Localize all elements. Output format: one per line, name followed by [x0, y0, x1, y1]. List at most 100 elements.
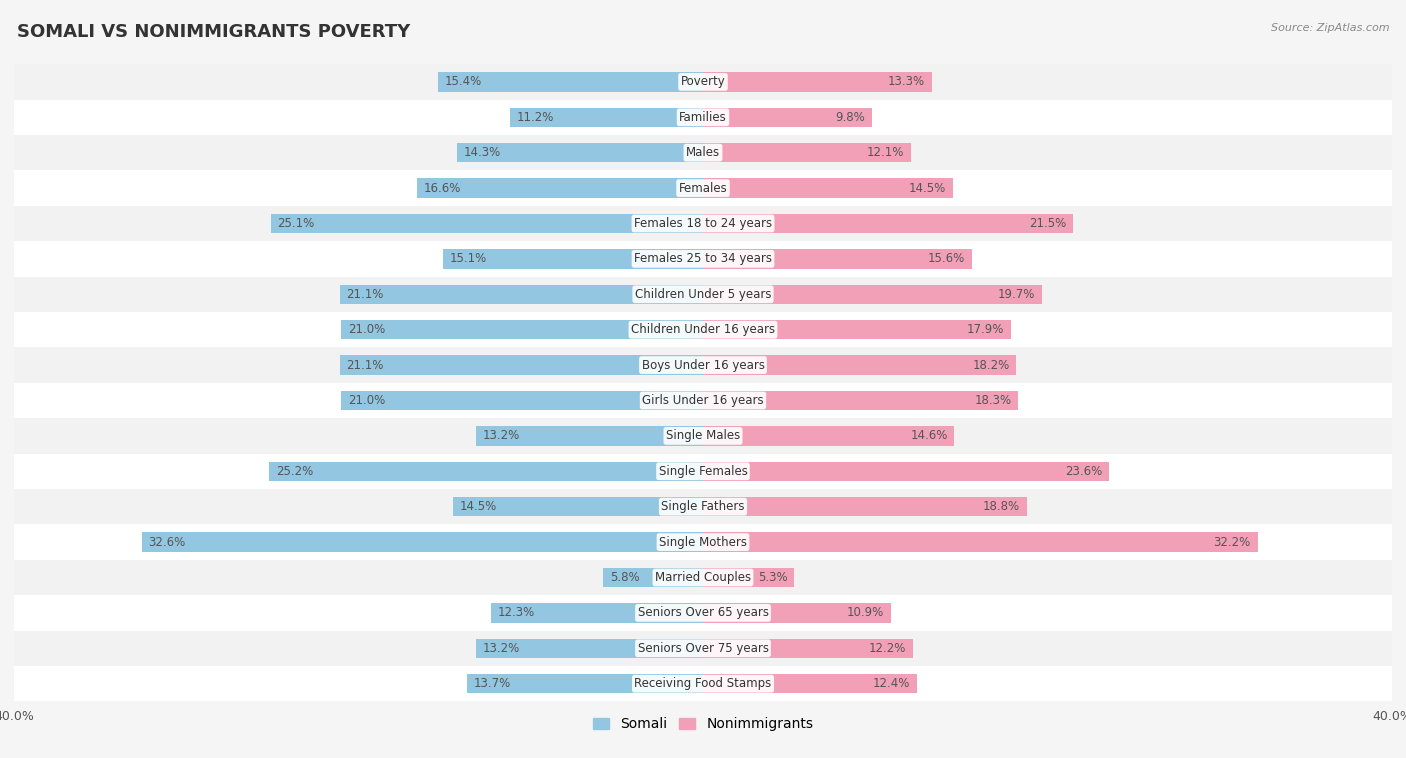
Text: Receiving Food Stamps: Receiving Food Stamps	[634, 677, 772, 691]
Bar	[703, 532, 1257, 552]
Bar	[14, 383, 1392, 418]
Text: 19.7%: 19.7%	[998, 288, 1035, 301]
Text: 13.3%: 13.3%	[889, 75, 925, 89]
Text: Single Males: Single Males	[666, 429, 740, 443]
Bar	[14, 312, 1392, 347]
Bar	[703, 214, 1073, 233]
Text: 25.1%: 25.1%	[277, 217, 315, 230]
Bar	[14, 418, 1392, 453]
Bar	[340, 284, 703, 304]
Text: 18.2%: 18.2%	[973, 359, 1010, 371]
Text: 12.4%: 12.4%	[872, 677, 910, 691]
Text: Poverty: Poverty	[681, 75, 725, 89]
Text: 15.4%: 15.4%	[444, 75, 482, 89]
Text: 16.6%: 16.6%	[425, 182, 461, 195]
Text: SOMALI VS NONIMMIGRANTS POVERTY: SOMALI VS NONIMMIGRANTS POVERTY	[17, 23, 411, 41]
Bar	[14, 631, 1392, 666]
Text: 12.1%: 12.1%	[868, 146, 904, 159]
Text: Single Mothers: Single Mothers	[659, 536, 747, 549]
Bar	[14, 489, 1392, 525]
Text: Single Females: Single Females	[658, 465, 748, 478]
Bar	[14, 453, 1392, 489]
Text: Females: Females	[679, 182, 727, 195]
Bar	[14, 205, 1392, 241]
Bar	[703, 674, 917, 694]
Bar	[510, 108, 703, 127]
Text: 12.3%: 12.3%	[498, 606, 536, 619]
Bar	[467, 674, 703, 694]
Text: 5.3%: 5.3%	[758, 571, 787, 584]
Text: 14.6%: 14.6%	[910, 429, 948, 443]
Text: 21.0%: 21.0%	[349, 394, 385, 407]
Bar	[418, 178, 703, 198]
Bar	[703, 72, 932, 92]
Bar	[703, 603, 891, 622]
Bar	[271, 214, 703, 233]
Bar	[491, 603, 703, 622]
Bar	[703, 178, 953, 198]
Text: 9.8%: 9.8%	[835, 111, 865, 124]
Text: Seniors Over 75 years: Seniors Over 75 years	[637, 642, 769, 655]
Bar	[475, 638, 703, 658]
Bar	[14, 560, 1392, 595]
Text: Married Couples: Married Couples	[655, 571, 751, 584]
Text: 13.7%: 13.7%	[474, 677, 512, 691]
Text: Children Under 16 years: Children Under 16 years	[631, 323, 775, 337]
Bar	[437, 72, 703, 92]
Bar	[14, 99, 1392, 135]
Text: 21.1%: 21.1%	[346, 288, 384, 301]
Text: Boys Under 16 years: Boys Under 16 years	[641, 359, 765, 371]
Bar	[14, 277, 1392, 312]
Text: 32.2%: 32.2%	[1213, 536, 1251, 549]
Text: 5.8%: 5.8%	[610, 571, 640, 584]
Bar	[269, 462, 703, 481]
Text: Males: Males	[686, 146, 720, 159]
Legend: Somali, Nonimmigrants: Somali, Nonimmigrants	[588, 712, 818, 737]
Text: Children Under 5 years: Children Under 5 years	[634, 288, 772, 301]
Bar	[703, 356, 1017, 374]
Text: Single Fathers: Single Fathers	[661, 500, 745, 513]
Bar	[703, 249, 972, 268]
Text: 21.5%: 21.5%	[1029, 217, 1066, 230]
Text: 15.6%: 15.6%	[928, 252, 965, 265]
Bar	[703, 320, 1011, 340]
Text: 32.6%: 32.6%	[149, 536, 186, 549]
Text: Females 25 to 34 years: Females 25 to 34 years	[634, 252, 772, 265]
Text: Source: ZipAtlas.com: Source: ZipAtlas.com	[1271, 23, 1389, 33]
Bar	[142, 532, 703, 552]
Text: 14.3%: 14.3%	[464, 146, 501, 159]
Text: Females 18 to 24 years: Females 18 to 24 years	[634, 217, 772, 230]
Text: 21.0%: 21.0%	[349, 323, 385, 337]
Bar	[475, 426, 703, 446]
Bar	[14, 525, 1392, 560]
Text: Seniors Over 65 years: Seniors Over 65 years	[637, 606, 769, 619]
Bar	[14, 135, 1392, 171]
Bar	[453, 497, 703, 516]
Text: Girls Under 16 years: Girls Under 16 years	[643, 394, 763, 407]
Text: 13.2%: 13.2%	[482, 642, 520, 655]
Bar	[703, 638, 912, 658]
Bar	[14, 64, 1392, 99]
Bar	[14, 595, 1392, 631]
Text: 14.5%: 14.5%	[908, 182, 946, 195]
Bar	[342, 391, 703, 410]
Text: 17.9%: 17.9%	[967, 323, 1004, 337]
Text: 10.9%: 10.9%	[846, 606, 884, 619]
Text: 18.8%: 18.8%	[983, 500, 1019, 513]
Bar	[14, 171, 1392, 205]
Bar	[703, 568, 794, 587]
Text: 18.3%: 18.3%	[974, 394, 1011, 407]
Text: 11.2%: 11.2%	[517, 111, 554, 124]
Bar	[14, 666, 1392, 701]
Text: 21.1%: 21.1%	[346, 359, 384, 371]
Bar	[703, 108, 872, 127]
Text: 14.5%: 14.5%	[460, 500, 498, 513]
Bar	[14, 347, 1392, 383]
Text: 23.6%: 23.6%	[1066, 465, 1102, 478]
Text: 25.2%: 25.2%	[276, 465, 314, 478]
Bar	[703, 391, 1018, 410]
Bar	[443, 249, 703, 268]
Text: 12.2%: 12.2%	[869, 642, 907, 655]
Text: 13.2%: 13.2%	[482, 429, 520, 443]
Bar	[703, 462, 1109, 481]
